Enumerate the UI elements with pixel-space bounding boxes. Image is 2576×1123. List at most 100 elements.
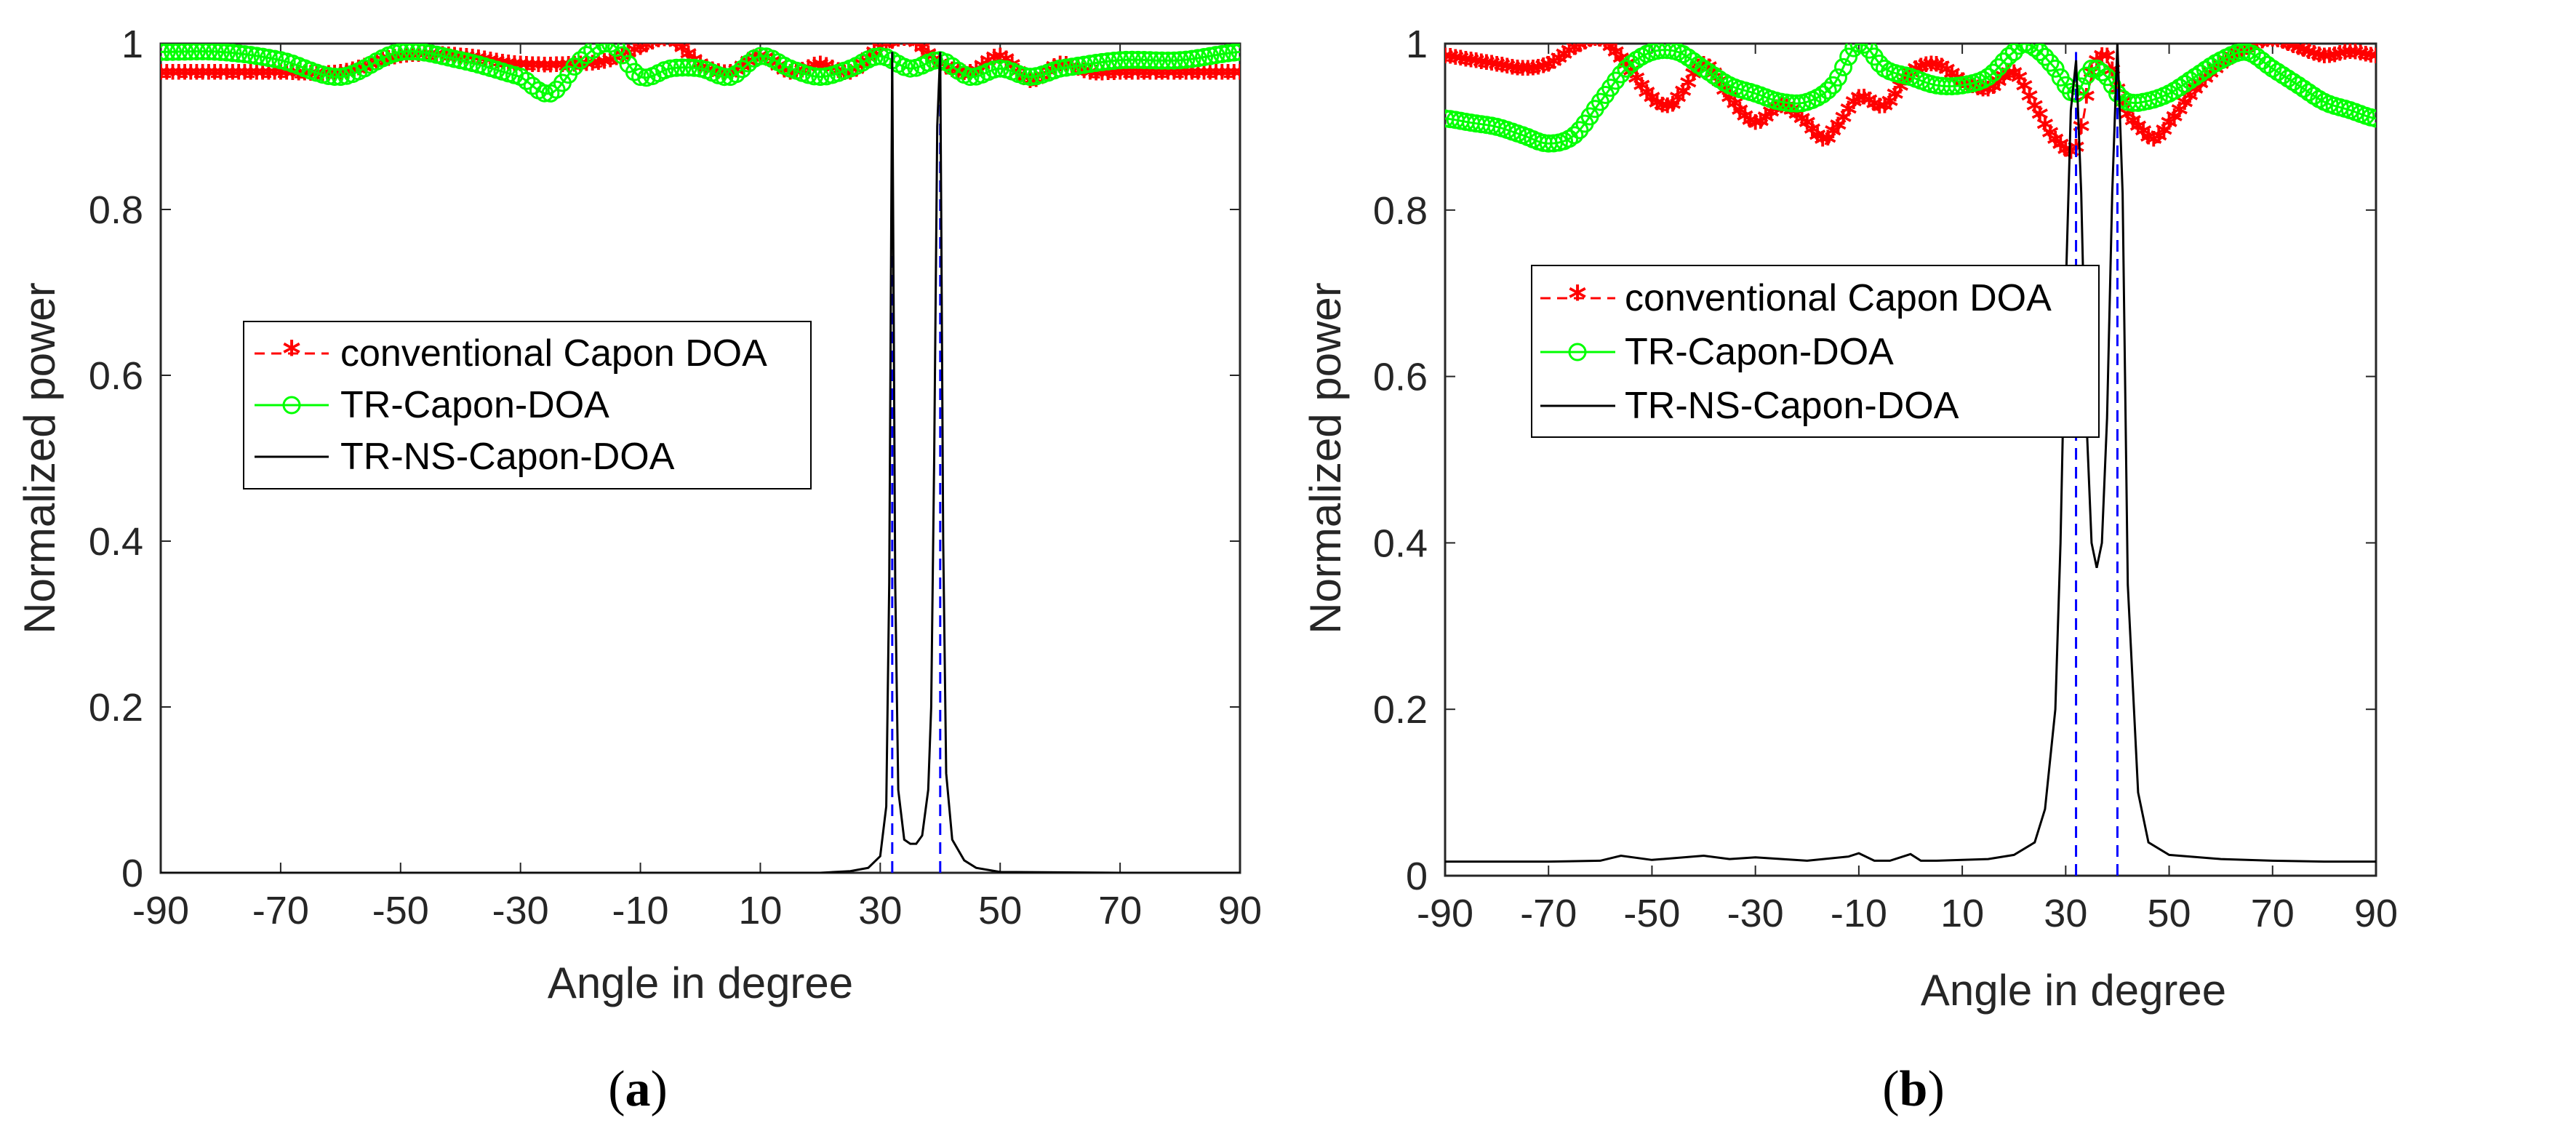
series-conventional-marker: * xyxy=(1225,58,1243,97)
series-tr-marker xyxy=(253,47,272,66)
series-tr-marker xyxy=(685,58,704,77)
series-tr-marker xyxy=(199,44,218,61)
series-tr-marker xyxy=(661,59,680,78)
series-conventional-marker: * xyxy=(2336,38,2353,77)
series-conventional-marker: * xyxy=(1633,71,1650,111)
legend-marker-tr xyxy=(1568,343,1587,361)
series-conventional-marker: * xyxy=(1829,111,1847,150)
series-tr-marker xyxy=(673,58,692,77)
series-conventional-marker: * xyxy=(1576,28,1593,67)
series-tr-marker xyxy=(925,51,944,70)
legend-marker-conventional: * xyxy=(1568,279,1586,319)
series-conventional-marker: * xyxy=(2150,121,2167,161)
legend-label-trns: TR-NS-Capon-DOA xyxy=(1625,385,1959,427)
series-tr-marker xyxy=(961,68,980,87)
series-conventional-marker: * xyxy=(176,58,193,97)
legend-marker-conventional: * xyxy=(282,334,300,375)
series-tr-marker xyxy=(223,44,242,63)
series-conventional-marker: * xyxy=(1447,43,1464,82)
series-conventional-marker: * xyxy=(2362,41,2380,80)
series-tr-marker xyxy=(1212,44,1231,63)
x-tick-label: 70 xyxy=(1098,889,1142,932)
series-tr-marker xyxy=(181,44,200,61)
series-conventional-marker: * xyxy=(2171,95,2188,135)
series-tr-marker xyxy=(631,68,650,87)
series-conventional-marker: * xyxy=(2300,37,2318,76)
series-conventional-marker: * xyxy=(1654,91,1671,130)
x-tick-label: 50 xyxy=(2148,892,2191,935)
series-conventional-marker: * xyxy=(2305,39,2323,79)
series-tr-marker xyxy=(1183,49,1201,68)
series-tr-marker xyxy=(1140,51,1159,70)
series-conventional-marker: * xyxy=(1845,87,1863,127)
series-tr-marker xyxy=(1159,51,1177,70)
series-conventional-marker: * xyxy=(1463,46,1480,85)
series-conventional-marker: * xyxy=(2036,110,2054,149)
series-conventional-marker: * xyxy=(1514,54,1532,93)
series-conventional-marker: * xyxy=(1938,55,1956,95)
x-tick-label: 70 xyxy=(2251,892,2295,935)
series-conventional-marker: * xyxy=(1452,44,1469,83)
series-conventional-marker: * xyxy=(1483,49,1500,88)
caption-b: (b) xyxy=(1882,1061,1945,1117)
caption-a: (a) xyxy=(608,1061,668,1117)
x-tick-label: 90 xyxy=(2354,892,2398,935)
plot-area: ****************************************… xyxy=(1436,28,2380,876)
series-tr-marker xyxy=(1129,50,1148,69)
series-conventional-marker: * xyxy=(2140,122,2157,161)
series-tr-marker xyxy=(391,44,410,61)
series-tr-marker xyxy=(187,44,206,61)
y-tick-label: 0.6 xyxy=(89,354,143,398)
x-tick-label: 30 xyxy=(2044,892,2087,935)
series-conventional-marker: * xyxy=(2347,38,2364,77)
series-tr-marker xyxy=(325,68,344,87)
series-tr-marker xyxy=(235,45,254,64)
series-conventional-marker: * xyxy=(1436,41,1454,81)
series-tr-marker xyxy=(1989,58,2008,77)
series-conventional-marker: * xyxy=(644,28,661,67)
series-conventional-marker: * xyxy=(1607,38,1625,77)
series-tr-marker xyxy=(1188,49,1207,68)
y-tick-label: 0.8 xyxy=(89,188,143,232)
series-tr-marker xyxy=(1135,51,1153,70)
series-conventional-marker: * xyxy=(1664,89,1681,129)
series-conventional-marker: * xyxy=(164,58,181,97)
series-conventional-marker: * xyxy=(1478,48,1495,87)
series-tr-marker xyxy=(259,49,278,68)
series-conventional-marker: * xyxy=(2166,103,2183,142)
series-tr-marker xyxy=(169,44,188,61)
series-tr-marker xyxy=(751,47,769,65)
series-tr-marker xyxy=(2046,59,2065,78)
legend-marker-tr xyxy=(282,396,301,415)
series-conventional-marker: * xyxy=(1850,83,1868,122)
series-conventional-marker: * xyxy=(2321,41,2338,81)
series-tr-marker xyxy=(577,46,596,65)
y-tick-label: 0.4 xyxy=(1373,521,1428,565)
series-conventional-marker: * xyxy=(1731,95,1748,135)
y-axis-label: Normalized power xyxy=(15,282,64,634)
series-conventional-marker: * xyxy=(2057,135,2074,175)
series-tr-marker xyxy=(241,46,260,65)
series-conventional-marker: * xyxy=(1540,49,1557,89)
x-axis-label: Angle in degree xyxy=(548,959,853,1007)
x-tick-label: -30 xyxy=(1727,892,1784,935)
series-conventional-marker: * xyxy=(200,58,217,97)
series-tr-marker xyxy=(2041,53,2060,72)
series-tr-marker xyxy=(1099,52,1118,71)
series-conventional-marker: * xyxy=(404,40,421,79)
series-conventional-marker: * xyxy=(1561,36,1578,76)
series-conventional-marker: * xyxy=(1757,103,1775,142)
series-tr-marker xyxy=(1068,56,1087,75)
series-tr-marker xyxy=(2036,47,2055,66)
x-tick-label: -50 xyxy=(372,889,429,932)
series-conventional-marker: * xyxy=(1488,49,1505,89)
series-tr-marker xyxy=(161,44,176,61)
x-tick-label: -30 xyxy=(492,889,549,932)
series-tr-marker xyxy=(811,68,830,87)
series-conventional-marker: * xyxy=(170,58,188,97)
series-conventional-marker: * xyxy=(2357,39,2375,79)
x-tick-label: 50 xyxy=(978,889,1022,932)
y-tick-label: 1 xyxy=(121,23,143,66)
x-tick-label: 10 xyxy=(738,889,782,932)
x-tick-label: 90 xyxy=(1218,889,1262,932)
